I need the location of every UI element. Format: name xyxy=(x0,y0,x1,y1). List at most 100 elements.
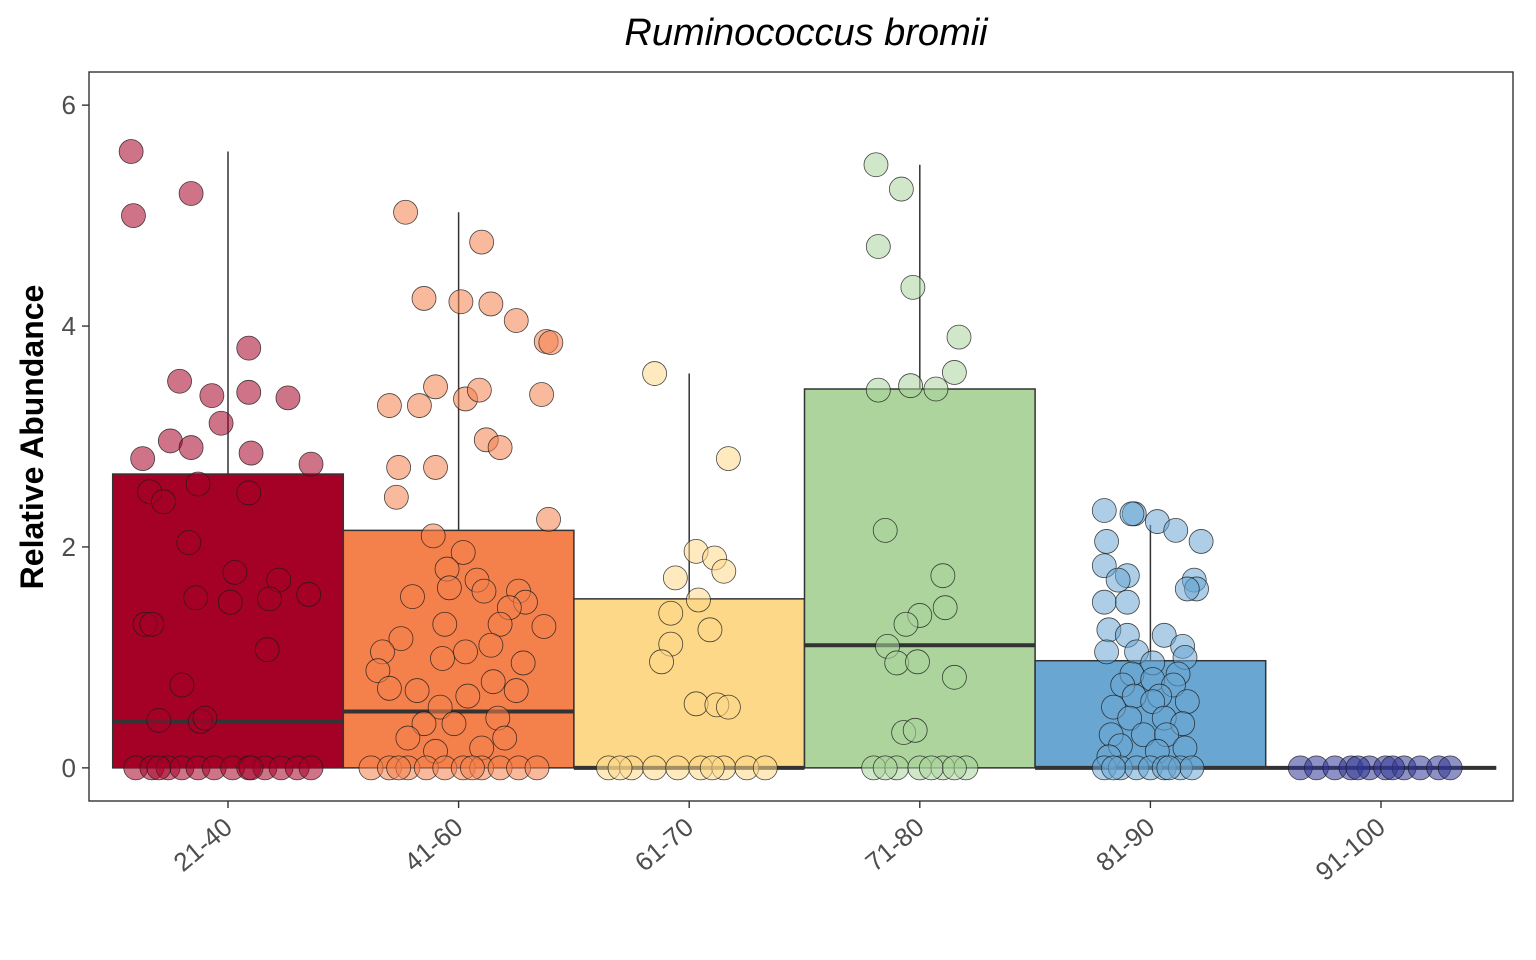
data-point xyxy=(697,617,723,643)
data-point xyxy=(665,755,691,781)
box-rect xyxy=(573,598,806,769)
data-point xyxy=(1188,529,1214,554)
data-point xyxy=(411,711,437,737)
x-tick-label: 61-70 xyxy=(629,812,699,878)
data-point xyxy=(888,176,914,202)
data-point xyxy=(524,755,550,781)
x-tick-label: 21-40 xyxy=(168,812,238,878)
x-tick-label: 71-80 xyxy=(859,812,929,878)
data-point xyxy=(386,755,412,781)
data-point xyxy=(386,455,412,480)
data-point xyxy=(411,286,437,311)
data-point xyxy=(480,669,506,695)
data-point xyxy=(1380,755,1405,781)
data-point xyxy=(183,585,209,611)
data-point xyxy=(406,393,432,418)
data-point xyxy=(208,410,234,436)
data-point xyxy=(884,650,910,676)
data-point xyxy=(275,385,301,411)
data-point xyxy=(686,587,711,613)
data-point xyxy=(941,755,967,781)
data-point xyxy=(167,368,192,394)
data-point xyxy=(487,611,513,637)
chart-title: Ruminococcus bromii xyxy=(624,12,989,54)
data-point xyxy=(192,705,218,731)
data-point xyxy=(699,755,725,781)
x-tick-label: 91-100 xyxy=(1310,812,1391,887)
data-point xyxy=(257,586,282,612)
y-tick-label: 6 xyxy=(62,90,76,120)
data-point xyxy=(536,506,561,532)
data-point xyxy=(139,611,165,637)
data-point xyxy=(1094,639,1119,665)
data-point xyxy=(1117,705,1143,731)
data-point xyxy=(918,755,944,781)
data-point xyxy=(254,637,280,663)
data-point xyxy=(503,678,529,703)
data-point xyxy=(1437,755,1463,781)
data-point xyxy=(118,139,144,164)
data-point xyxy=(460,755,485,781)
data-point xyxy=(236,379,262,405)
data-point xyxy=(1091,498,1117,523)
data-point xyxy=(222,559,248,585)
data-point xyxy=(478,632,504,658)
data-point xyxy=(752,755,778,781)
data-point xyxy=(1114,589,1140,615)
data-point xyxy=(902,717,928,743)
data-point xyxy=(238,755,264,781)
data-point xyxy=(642,361,668,386)
data-point xyxy=(404,678,430,703)
data-point xyxy=(185,471,211,497)
data-point xyxy=(176,530,202,555)
y-axis-label: Relative Abundance xyxy=(14,285,50,590)
data-point xyxy=(466,377,492,403)
data-point xyxy=(478,291,504,317)
data-point xyxy=(1094,529,1119,554)
data-point xyxy=(298,755,324,781)
data-point xyxy=(503,308,529,333)
data-point xyxy=(157,428,183,454)
data-point xyxy=(236,480,262,506)
data-point xyxy=(893,611,919,637)
data-point xyxy=(432,611,458,637)
x-axis: 21-40 41-60 61-70 71-80 81-90 91-100 xyxy=(168,801,1391,887)
y-tick-label: 0 xyxy=(62,753,76,783)
data-point xyxy=(658,600,684,626)
data-point xyxy=(538,330,564,356)
data-point xyxy=(296,582,322,607)
data-point xyxy=(298,451,324,477)
data-point xyxy=(377,393,402,418)
data-point xyxy=(865,234,891,259)
data-point xyxy=(365,658,391,684)
data-point xyxy=(169,672,195,698)
data-point xyxy=(393,199,418,225)
data-point xyxy=(872,517,898,543)
data-point xyxy=(1101,755,1126,781)
data-point xyxy=(941,664,967,690)
data-point xyxy=(453,639,478,665)
data-point xyxy=(217,589,243,615)
data-point xyxy=(441,711,467,737)
points-81-90 xyxy=(1091,498,1214,781)
data-point xyxy=(1105,567,1131,593)
data-point xyxy=(1156,755,1182,781)
data-point xyxy=(492,725,518,751)
data-point xyxy=(923,376,949,402)
data-point xyxy=(1345,755,1371,781)
data-point xyxy=(1091,589,1117,615)
data-point xyxy=(872,755,898,781)
data-point xyxy=(146,755,172,781)
data-point xyxy=(529,382,555,407)
data-point xyxy=(121,203,146,228)
plot-panel-border xyxy=(88,71,1514,802)
data-point xyxy=(238,440,264,466)
data-point xyxy=(400,584,425,610)
data-point xyxy=(427,694,453,720)
data-point xyxy=(662,565,688,591)
data-point xyxy=(395,725,421,751)
data-point xyxy=(487,435,513,460)
data-point xyxy=(236,335,262,361)
data-point xyxy=(151,489,176,515)
